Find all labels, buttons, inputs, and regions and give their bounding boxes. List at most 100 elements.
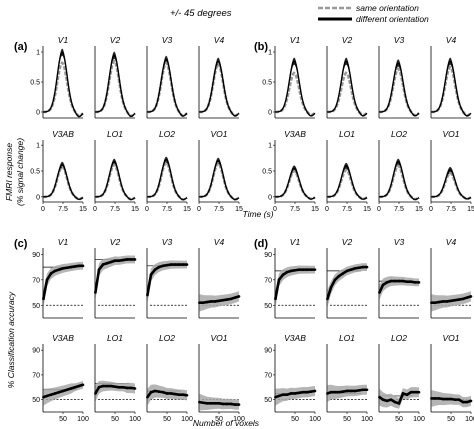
different-orientation-band: [199, 157, 239, 201]
accuracy-point: [105, 261, 109, 265]
different-orientation-band: [431, 166, 471, 200]
accuracy-point: [445, 300, 449, 303]
accuracy-point: [457, 398, 461, 401]
subplot-c-vo1: VO1 50 100: [198, 333, 245, 423]
accuracy-point: [225, 402, 229, 406]
accuracy-error-band: [379, 387, 419, 409]
same-orientation-line: [94, 163, 136, 201]
subplot-a-lo2: LO2 0 7.5 15: [145, 129, 191, 213]
accuracy-point: [293, 268, 297, 272]
y-tick-label: 0: [36, 194, 40, 201]
accuracy-point: [445, 397, 449, 401]
accuracy-point: [461, 297, 465, 301]
accuracy-point: [381, 398, 385, 401]
y-tick-label: 0: [36, 110, 40, 117]
roi-title-d-v1: V1: [290, 237, 301, 247]
accuracy-point: [113, 385, 117, 388]
accuracy-point: [177, 393, 181, 396]
x-tick-label: 7.5: [110, 206, 120, 213]
roi-title-d-v4: V4: [446, 237, 457, 247]
subplot-b-v4: V4: [430, 35, 472, 119]
accuracy-point: [417, 390, 421, 394]
y-tick-label: 90: [264, 348, 272, 355]
same-orientation-line: [274, 71, 316, 117]
x-tick-label: 100: [129, 416, 141, 423]
y-tick-label: 1: [36, 50, 40, 57]
panel-letter-d: (d): [254, 238, 268, 250]
accuracy-point: [417, 281, 421, 284]
same-orientation-line: [94, 59, 136, 118]
accuracy-error-band: [275, 385, 315, 406]
accuracy-point: [157, 390, 161, 393]
different-orientation-line: [378, 61, 420, 117]
accuracy-point: [169, 392, 173, 395]
fmri-ylabel-2: (% signal change): [15, 138, 25, 206]
accuracy-point: [81, 264, 85, 268]
fmri-ylabel-1: FMRI response: [4, 143, 14, 201]
accuracy-point: [181, 263, 185, 266]
accuracy-point: [305, 390, 309, 394]
accuracy-point: [173, 392, 177, 396]
x-tick-label: 15: [79, 206, 87, 213]
accuracy-point: [233, 296, 237, 299]
y-tick-label: 90: [32, 252, 40, 259]
accuracy-error-band: [147, 384, 187, 406]
accuracy-point: [469, 399, 473, 403]
accuracy-point: [181, 393, 185, 396]
accuracy-point: [409, 280, 413, 284]
accuracy-point: [213, 402, 217, 405]
y-tick-label: 50: [32, 303, 40, 310]
y-tick-label: 0.5: [30, 80, 40, 87]
accuracy-error-band: [327, 263, 367, 308]
different-orientation-line: [274, 60, 316, 117]
subplot-a-v2: V2: [94, 35, 136, 119]
accuracy-point: [217, 402, 221, 405]
accuracy-point: [209, 300, 213, 303]
same-orientation-line: [146, 61, 188, 118]
accuracy-point: [433, 301, 437, 305]
subplot-b-v3ab: V3AB 0 0.5 1 0 7.5 15: [262, 129, 319, 213]
accuracy-point: [113, 259, 117, 263]
accuracy-point: [430, 397, 433, 400]
accuracy-point: [277, 394, 281, 398]
y-tick-label: 0.5: [262, 169, 272, 176]
x-tick-label: 0: [41, 206, 45, 213]
accuracy-point: [337, 390, 341, 394]
accuracy-point: [49, 393, 53, 396]
accuracy-point: [57, 390, 61, 394]
roi-title-b-v4: V4: [446, 35, 457, 45]
accuracy-point: [49, 272, 53, 275]
roi-title-b-lo1: LO1: [339, 129, 355, 139]
accuracy-point: [129, 386, 133, 390]
x-tick-label: 15: [363, 206, 371, 213]
accuracy-point: [233, 403, 237, 406]
roi-title-c-lo1: LO1: [107, 333, 123, 343]
accuracy-point: [297, 391, 301, 395]
accuracy-point: [301, 390, 305, 394]
subplot-a-v1: V1 0 0.5 1: [30, 35, 84, 119]
subplot-d-v4: V4: [430, 237, 473, 319]
accuracy-point: [381, 283, 385, 287]
subplot-c-lo1: LO1 50 100: [94, 333, 141, 423]
accuracy-point: [365, 265, 369, 269]
accuracy-point: [205, 402, 209, 405]
accuracy-point: [274, 297, 277, 301]
roi-title-a-v4: V4: [214, 35, 225, 45]
subplot-b-v3: V3: [378, 35, 420, 119]
x-tick-label: 50: [111, 416, 119, 423]
accuracy-point: [177, 263, 181, 266]
accuracy-point: [69, 387, 73, 390]
accuracy-point: [433, 397, 437, 400]
accuracy-point: [42, 297, 45, 301]
accuracy-point: [133, 258, 137, 261]
accuracy-point: [326, 392, 329, 395]
accuracy-error-band: [379, 276, 419, 301]
subplot-b-lo1: LO1 0 7.5 15: [325, 129, 371, 213]
x-tick-label: 100: [413, 416, 425, 423]
x-tick-label: 7.5: [162, 206, 172, 213]
accuracy-point: [161, 390, 165, 394]
accuracy-point: [401, 392, 405, 395]
accuracy-point: [73, 265, 77, 268]
accuracy-point: [349, 268, 353, 271]
accuracy-point: [229, 402, 233, 406]
